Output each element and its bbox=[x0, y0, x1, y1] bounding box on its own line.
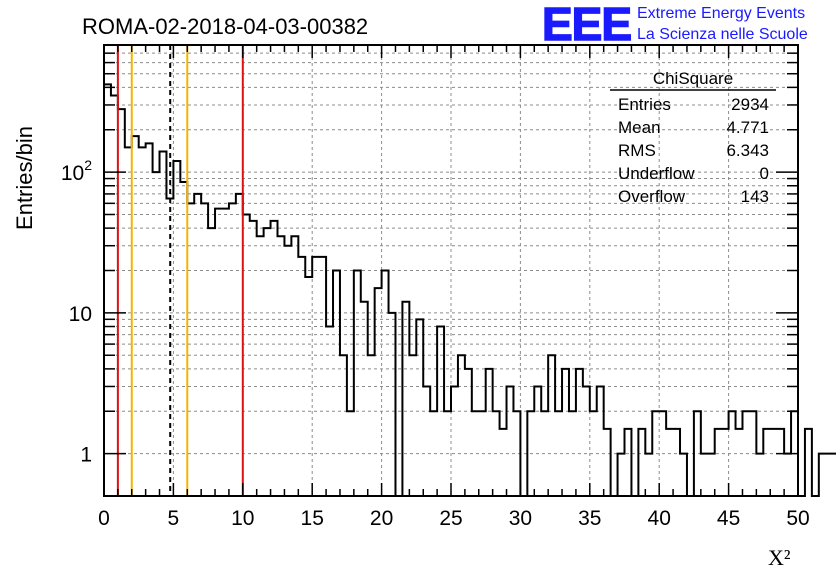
stats-label: Overflow bbox=[618, 187, 686, 206]
x-tick-label: 25 bbox=[439, 507, 462, 530]
x-axis-label: X² bbox=[768, 545, 791, 570]
x-tick-label: 40 bbox=[648, 507, 671, 530]
y-axis-label: Entries/bin bbox=[12, 126, 37, 230]
stats-value: 0 bbox=[760, 164, 769, 183]
stats-label: Entries bbox=[618, 95, 671, 114]
y-tick-label: 102 bbox=[61, 157, 92, 185]
chart-title: ROMA-02-2018-04-03-00382 bbox=[82, 14, 368, 39]
x-tick-label: 45 bbox=[717, 507, 740, 530]
stats-box: ChiSquare Entries 2934 Mean 4.771 RMS 6.343 Un… bbox=[610, 69, 776, 206]
x-tick-label: 50 bbox=[786, 507, 809, 530]
grid bbox=[104, 44, 798, 496]
reference-lines bbox=[116, 45, 244, 496]
x-tick-label: 30 bbox=[509, 507, 532, 530]
stats-label: Mean bbox=[618, 118, 661, 137]
x-tick-label: 35 bbox=[578, 507, 601, 530]
stats-label: Underflow bbox=[618, 164, 695, 183]
x-tick-label: 15 bbox=[301, 507, 324, 530]
histogram-line bbox=[103, 83, 836, 497]
logo-line1: Extreme Energy Events bbox=[637, 5, 805, 22]
x-tick-label: 20 bbox=[370, 507, 393, 530]
logo-mark: EEE bbox=[542, 0, 631, 50]
x-tick-label: 5 bbox=[168, 507, 180, 530]
stats-label: RMS bbox=[618, 141, 656, 160]
stats-value: 4.771 bbox=[726, 118, 769, 137]
eee-logo: EEE Extreme Energy Events La Scienza nel… bbox=[541, 0, 808, 51]
x-tick-label: 0 bbox=[98, 507, 110, 530]
stats-value: 2934 bbox=[731, 95, 769, 114]
axes: 0 5 10 15 20 25 30 35 40 45 50 1 10 102 bbox=[61, 44, 810, 530]
stats-value: 143 bbox=[741, 187, 769, 206]
y-tick-label: 10 bbox=[69, 303, 92, 326]
y-tick-label: 1 bbox=[80, 444, 92, 467]
stats-value: 6.343 bbox=[726, 141, 769, 160]
logo-line2: La Scienza nelle Scuole bbox=[637, 26, 808, 43]
x-tick-label: 10 bbox=[231, 507, 254, 530]
stats-title: ChiSquare bbox=[653, 69, 733, 88]
